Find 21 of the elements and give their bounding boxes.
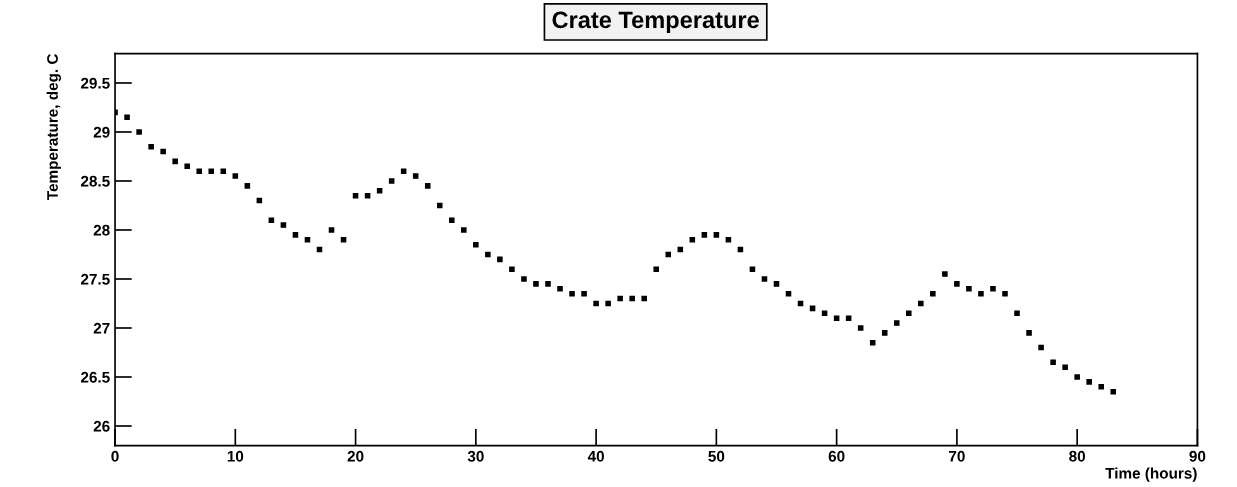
x-tick-label: 70 — [949, 450, 965, 462]
x-tick-label: 0 — [111, 450, 119, 462]
y-tick-label: 27.5 — [80, 273, 110, 285]
y-tick-label: 29.5 — [80, 77, 110, 89]
x-tick-label: 40 — [587, 450, 604, 462]
x-tick-label: 50 — [708, 450, 725, 462]
y-axis-title: Temperature, deg. C — [46, 53, 61, 200]
y-tick-label: 26 — [93, 420, 110, 432]
x-tick-label: 10 — [227, 450, 244, 462]
chart-title: Crate Temperature — [552, 11, 759, 33]
x-tick-label: 80 — [1069, 450, 1086, 462]
y-tick-label: 28 — [93, 224, 110, 236]
x-tick-label: 60 — [828, 450, 845, 462]
x-axis-title: Time (hours) — [1105, 467, 1197, 482]
x-tick-label: 20 — [347, 450, 364, 462]
x-tick-label: 30 — [467, 450, 484, 462]
y-tick-label: 26.5 — [80, 371, 110, 383]
y-tick-label: 28.5 — [80, 175, 110, 187]
y-tick-label: 27 — [93, 322, 110, 334]
x-tick-label: 90 — [1189, 450, 1206, 462]
y-tick-label: 29 — [93, 126, 110, 138]
